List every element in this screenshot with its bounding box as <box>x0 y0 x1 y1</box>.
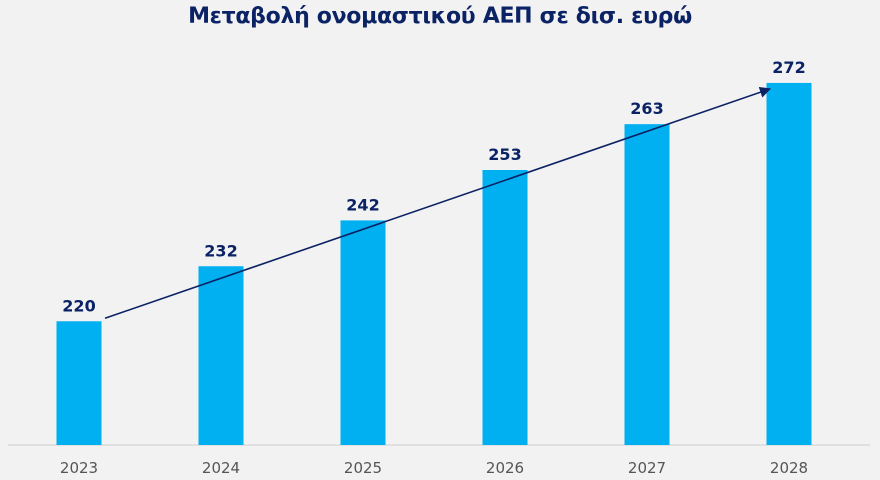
bar-2024 <box>198 266 244 445</box>
bar-2028 <box>766 82 812 446</box>
data-label-2024: 232 <box>204 241 237 260</box>
x-tick-label-2024: 2024 <box>202 459 240 477</box>
data-label-2026: 253 <box>488 145 521 164</box>
bar-2023 <box>56 321 102 445</box>
data-label-2028: 272 <box>772 58 805 77</box>
x-tick-label-2028: 2028 <box>770 459 808 477</box>
data-label-2023: 220 <box>62 296 95 315</box>
bar-2027 <box>624 124 670 446</box>
data-label-2027: 263 <box>630 99 663 118</box>
data-label-2025: 242 <box>346 195 379 214</box>
bar-2025 <box>340 220 386 445</box>
bar-2026 <box>482 170 528 445</box>
x-tick-label-2026: 2026 <box>486 459 524 477</box>
x-tick-label-2023: 2023 <box>60 459 98 477</box>
x-tick-label-2027: 2027 <box>628 459 666 477</box>
trend-arrow <box>104 86 772 320</box>
chart-title: Μεταβολή ονομαστικού ΑΕΠ σε δισ. ευρώ <box>188 4 692 29</box>
x-tick-label-2025: 2025 <box>344 459 382 477</box>
